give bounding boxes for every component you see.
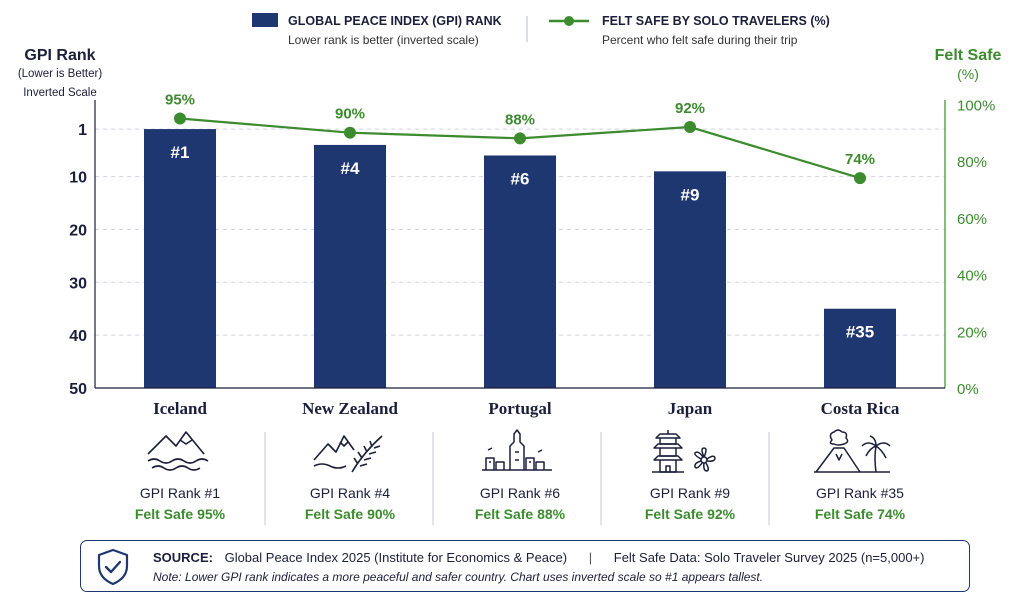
panel-safe-text: Felt Safe 88% bbox=[475, 506, 566, 522]
legend-swatch-dot bbox=[564, 16, 574, 26]
legend-subtitle-gpi: Lower rank is better (inverted scale) bbox=[288, 33, 479, 47]
y-left-tick-label: 20 bbox=[69, 222, 87, 239]
y-left-subtitle: (Lower is Better) bbox=[18, 68, 103, 80]
y-left-tick-label: 40 bbox=[69, 328, 87, 345]
felt-safe-data-label: 88% bbox=[505, 111, 535, 128]
source-text-gpi: Global Peace Index 2025 (Institute for E… bbox=[224, 550, 568, 565]
panel-safe-text: Felt Safe 92% bbox=[645, 506, 736, 522]
y-right-tick-label: 80% bbox=[957, 154, 987, 171]
x-tick-label: Iceland bbox=[153, 399, 207, 418]
source-note: Note: Lower GPI rank indicates a more pe… bbox=[153, 570, 764, 584]
bar-data-label: #35 bbox=[846, 323, 874, 342]
felt-safe-data-label: 95% bbox=[165, 92, 195, 109]
source-box: SOURCE: Global Peace Index 2025 (Institu… bbox=[80, 540, 970, 592]
chart: GLOBAL PEACE INDEX (GPI) RANK Lower rank… bbox=[18, 13, 1002, 525]
felt-safe-data-label: 92% bbox=[675, 100, 705, 117]
bar-iceland bbox=[144, 129, 216, 389]
felt-safe-point bbox=[344, 126, 356, 139]
city-tower-icon bbox=[482, 429, 552, 471]
y-right-tick-label: 100% bbox=[957, 97, 995, 114]
y-left-tick-label: 10 bbox=[69, 170, 87, 187]
bar-new-zealand bbox=[314, 144, 386, 388]
y-left-title: GPI Rank bbox=[24, 47, 95, 64]
felt-safe-line: 95% 90% 88% 92% 74% bbox=[165, 92, 875, 185]
panel-rank-text: GPI Rank #1 bbox=[140, 485, 220, 501]
felt-safe-point bbox=[854, 172, 866, 185]
x-tick-label: Portugal bbox=[488, 399, 552, 418]
bar-portugal bbox=[484, 155, 556, 388]
bar-data-label: #6 bbox=[511, 169, 530, 188]
y-right-tick-label: 60% bbox=[957, 211, 987, 228]
panel-rank-text: GPI Rank #6 bbox=[480, 485, 560, 501]
legend: GLOBAL PEACE INDEX (GPI) RANK Lower rank… bbox=[252, 13, 830, 47]
mountains-fern-icon bbox=[313, 435, 383, 473]
panel-safe-text: Felt Safe 74% bbox=[815, 506, 906, 522]
y-left-note: Inverted Scale bbox=[23, 87, 97, 99]
panel-safe-text: Felt Safe 95% bbox=[135, 506, 226, 522]
felt-safe-data-label: 90% bbox=[335, 106, 365, 123]
bar-data-label: #4 bbox=[341, 159, 360, 178]
bars: #1 #4 #6 #9 #35 bbox=[144, 129, 896, 389]
y-right-tick-label: 20% bbox=[957, 324, 987, 341]
bar-data-label: #1 bbox=[171, 143, 190, 162]
ticks: 1 10 20 30 40 50 100% 80% 60% 40% 20% 0% bbox=[69, 97, 995, 398]
felt-safe-data-label: 74% bbox=[845, 151, 875, 168]
source-text-survey: Felt Safe Data: Solo Traveler Survey 202… bbox=[613, 550, 925, 565]
bar-costa-rica bbox=[824, 308, 896, 388]
legend-title-gpi: GLOBAL PEACE INDEX (GPI) RANK bbox=[288, 14, 502, 28]
volcano-palm-icon bbox=[814, 429, 891, 473]
y-right-tick-label: 0% bbox=[957, 381, 979, 398]
category-labels: Iceland New Zealand Portugal Japan Costa Ric… bbox=[153, 399, 900, 418]
panel-rank-text: GPI Rank #4 bbox=[310, 485, 390, 501]
felt-safe-point bbox=[174, 112, 186, 125]
country-panels: GPI Rank #1 Felt Safe 95% GPI Rank #4 Felt … bbox=[135, 429, 906, 525]
shield-check-icon bbox=[97, 548, 129, 586]
y-right-unit: (%) bbox=[957, 66, 979, 82]
x-tick-label: Japan bbox=[668, 399, 713, 418]
mountains-water-icon bbox=[147, 431, 209, 471]
axes bbox=[94, 100, 946, 389]
panel-rank-text: GPI Rank #35 bbox=[816, 485, 904, 501]
legend-subtitle-safe: Percent who felt safe during their trip bbox=[602, 33, 798, 47]
felt-safe-point bbox=[514, 132, 526, 145]
legend-swatch-gpi bbox=[252, 13, 278, 27]
x-tick-label: New Zealand bbox=[302, 399, 398, 418]
y-left-tick-label: 30 bbox=[69, 275, 87, 292]
y-left-tick-label: 50 bbox=[69, 381, 87, 398]
panel-safe-text: Felt Safe 90% bbox=[305, 506, 396, 522]
y-left-tick-label: 1 bbox=[78, 122, 87, 139]
source-separator: | bbox=[588, 550, 593, 565]
source-line: SOURCE: Global Peace Index 2025 (Institu… bbox=[153, 550, 924, 565]
y-right-tick-label: 40% bbox=[957, 268, 987, 285]
bar-japan bbox=[654, 171, 726, 388]
legend-title-safe: FELT SAFE BY SOLO TRAVELERS (%) bbox=[602, 14, 830, 28]
felt-safe-point bbox=[684, 121, 696, 134]
bar-data-label: #9 bbox=[681, 185, 700, 204]
source-label: SOURCE: bbox=[153, 550, 213, 565]
y-right-title: Felt Safe bbox=[935, 47, 1002, 64]
pagoda-blossom-icon bbox=[652, 430, 716, 473]
panel-rank-text: GPI Rank #9 bbox=[650, 485, 730, 501]
x-tick-label: Costa Rica bbox=[821, 399, 900, 418]
